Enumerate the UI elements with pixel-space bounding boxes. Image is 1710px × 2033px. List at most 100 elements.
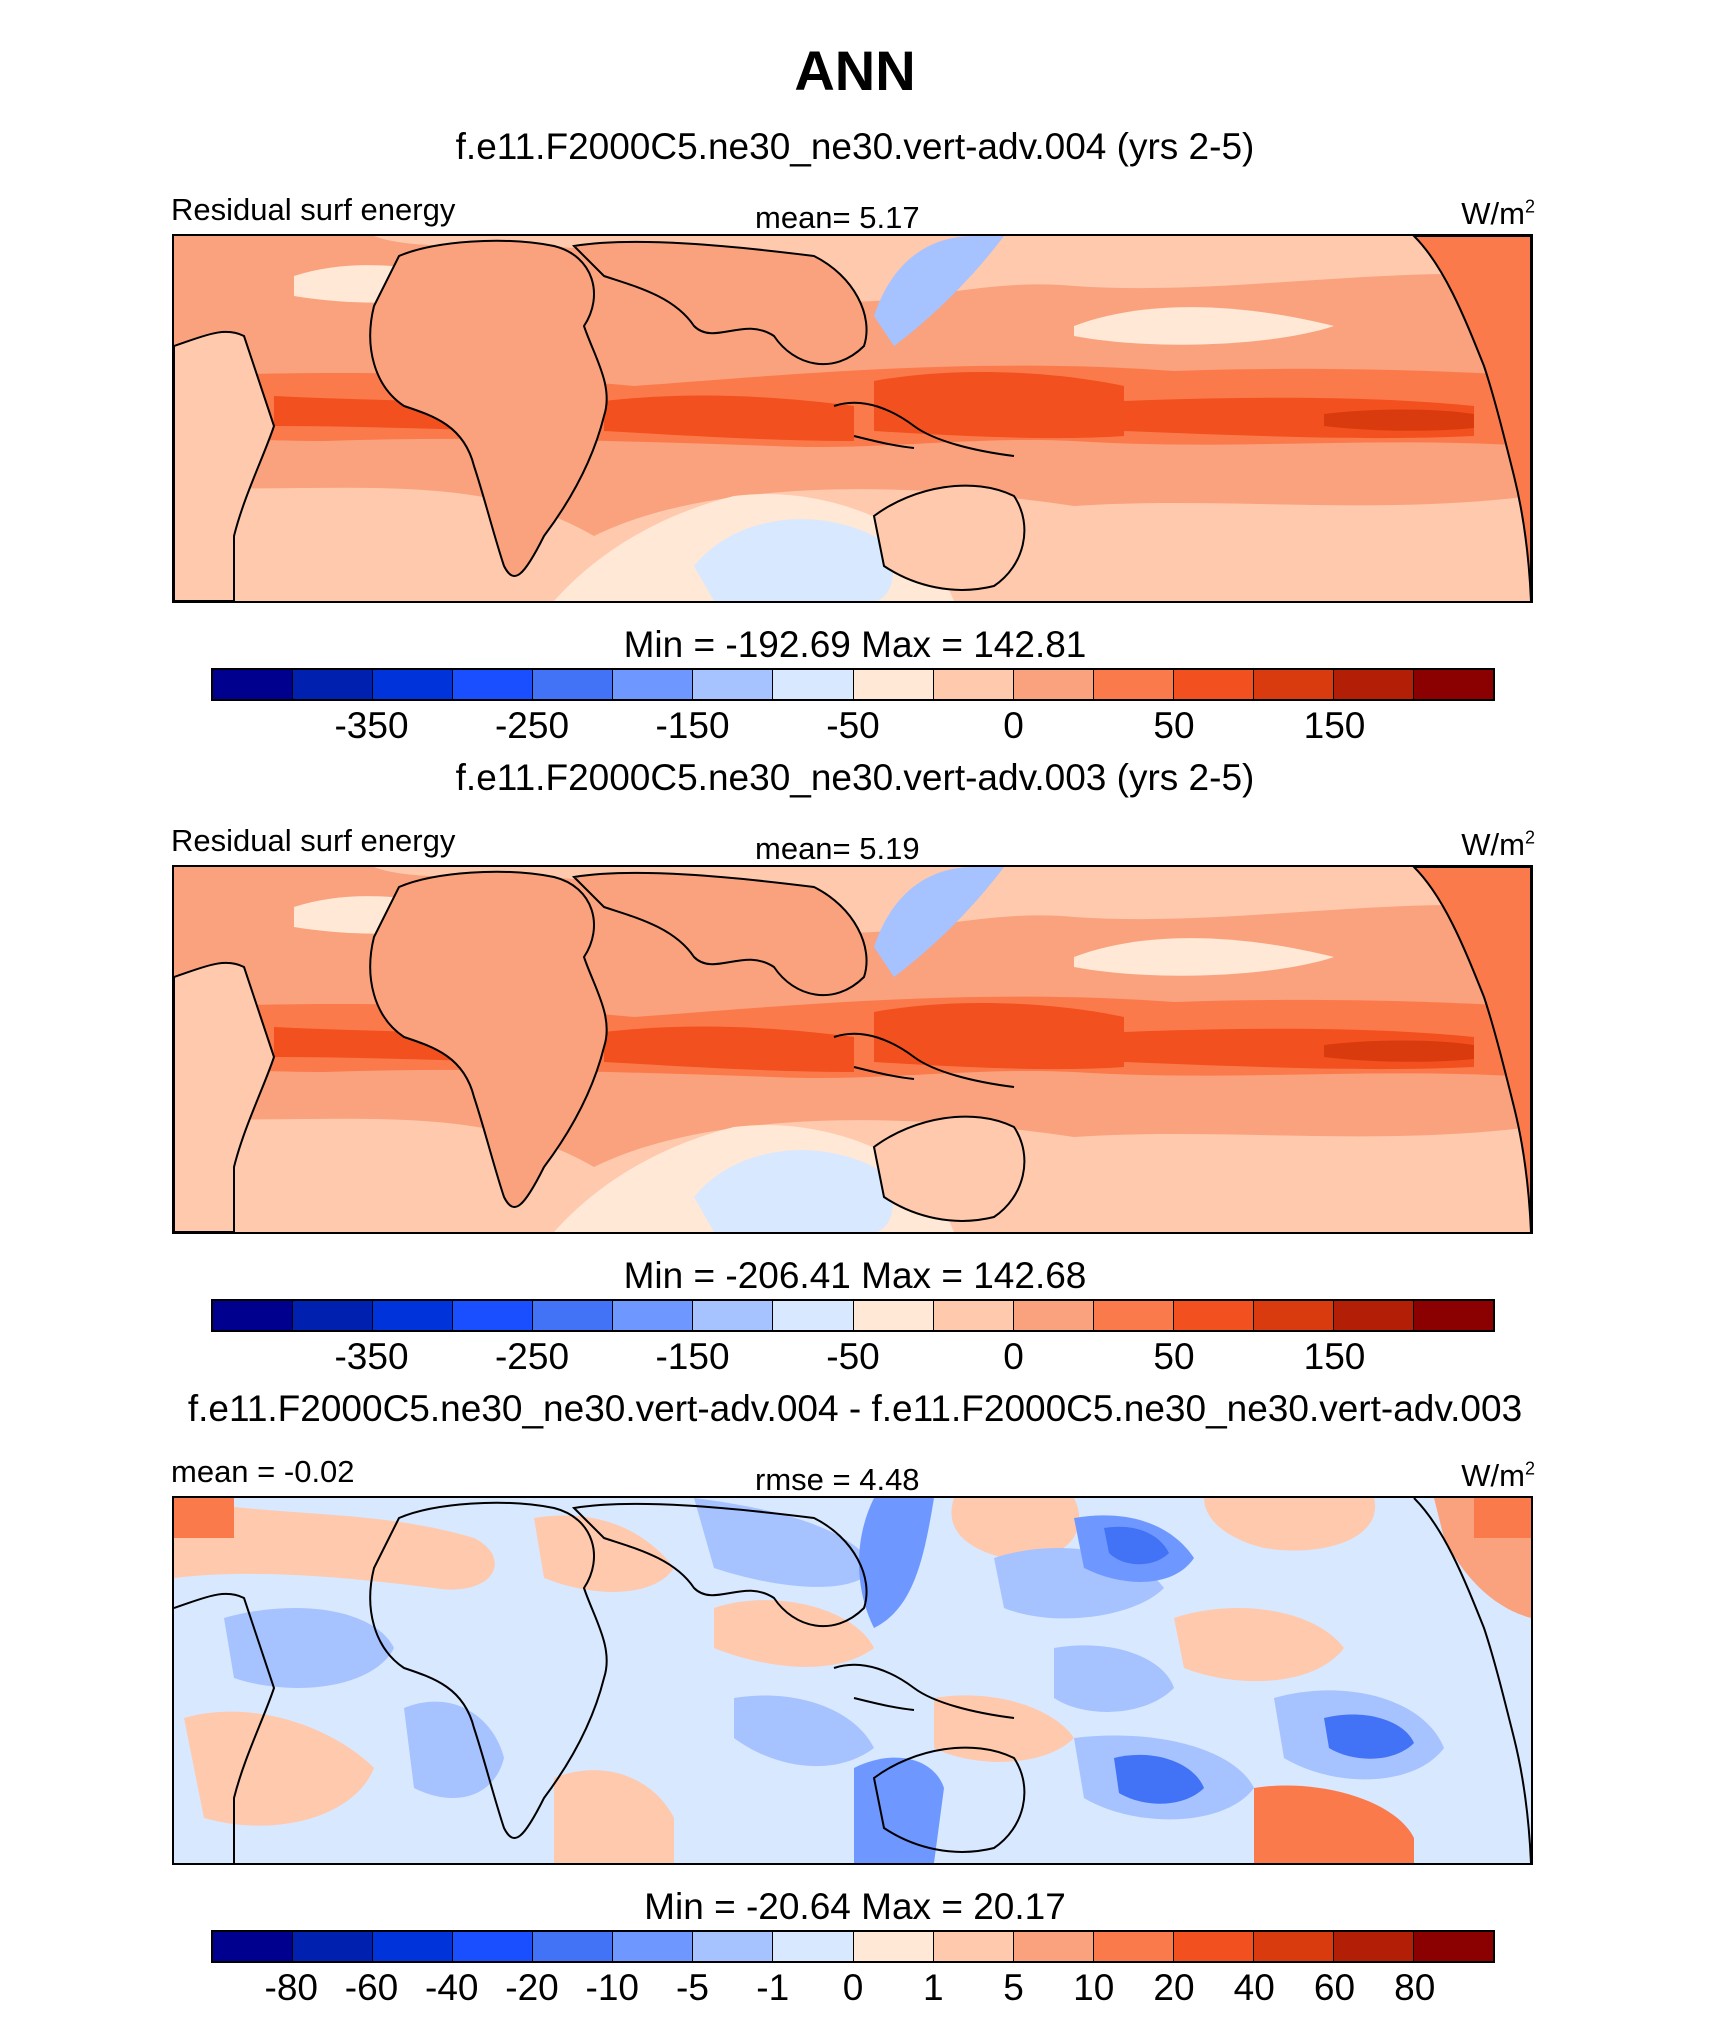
colorbar-tick-label: 0 [1003, 705, 1024, 746]
colorbar-box [373, 1301, 454, 1330]
colorbar-box [1173, 1932, 1254, 1961]
colorbar-box [1093, 1301, 1174, 1330]
colorbar-box [773, 1932, 854, 1961]
colorbar-box [1413, 1301, 1493, 1330]
panel-1-map [172, 234, 1533, 603]
colorbar-box [613, 1932, 694, 1961]
panel-1-colorbar [211, 668, 1495, 701]
colorbar-box [213, 1932, 294, 1961]
colorbar-box [533, 1932, 614, 1961]
colorbar-box [693, 670, 774, 699]
colorbar-box [1173, 1301, 1254, 1330]
colorbar-tick-label: 150 [1303, 1336, 1366, 1377]
colorbar-tick-label: -150 [655, 705, 730, 746]
colorbar-tick-label: -60 [344, 1967, 399, 2008]
colorbar-tick-label: -10 [585, 1967, 639, 2008]
panel-3-mean: mean = -0.02 [171, 1454, 355, 1489]
colorbar-box [1333, 1301, 1414, 1330]
colorbar-tick-label: 0 [842, 1967, 864, 2008]
panel-3-colorbar-ticks: -80 -60 -40 -20 -10 -5 -1 0 1 5 10 20 40 60 80 [211, 1967, 1495, 2011]
colorbar-tick-label: -250 [494, 705, 570, 746]
colorbar-tick-label: -1 [756, 1967, 790, 2008]
colorbar-box [773, 670, 854, 699]
colorbar-tick-label: 5 [1003, 1967, 1024, 2008]
colorbar-box [293, 670, 374, 699]
colorbar-box [1173, 670, 1254, 699]
colorbar-tick-label: 50 [1153, 1336, 1195, 1377]
colorbar-box [533, 670, 614, 699]
colorbar-box [853, 670, 934, 699]
colorbar-box [1413, 670, 1493, 699]
colorbar-box [293, 1301, 374, 1330]
colorbar-box [213, 1301, 294, 1330]
panel-3-contour-field [174, 1498, 1531, 1863]
colorbar-box [453, 1301, 534, 1330]
colorbar-box [373, 1932, 454, 1961]
panel-2-minmax: Min = -206.41 Max = 142.68 [623, 1255, 1087, 1296]
panel-2-units: W/m2 [1461, 827, 1535, 862]
colorbar-box [693, 1301, 774, 1330]
colorbar-box [693, 1932, 774, 1961]
colorbar-box [933, 1932, 1014, 1961]
colorbar-box [1253, 670, 1334, 699]
colorbar-box [853, 1932, 934, 1961]
panel-3-map [172, 1496, 1533, 1865]
colorbar-box [293, 1932, 374, 1961]
colorbar-tick-label: -350 [334, 705, 409, 746]
colorbar-tick-label: -150 [655, 1336, 730, 1377]
panel-3-rmse: rmse = 4.48 [755, 1462, 920, 1497]
panel-1-contour-field [174, 236, 1531, 601]
colorbar-box [453, 670, 534, 699]
colorbar-tick-label: -50 [826, 1336, 880, 1377]
panel-2-title: f.e11.F2000C5.ne30_ne30.vert-adv.003 (yr… [455, 757, 1255, 798]
colorbar-box [773, 1301, 854, 1330]
colorbar-box [373, 670, 454, 699]
colorbar-box [1093, 670, 1174, 699]
colorbar-tick-label: 150 [1303, 705, 1366, 746]
panel-1-colorbar-ticks: -350 -250 -150 -50 0 50 150 [211, 705, 1495, 749]
figure-title: ANN [794, 39, 916, 102]
colorbar-tick-label: -50 [826, 705, 880, 746]
panel-2-map [172, 865, 1533, 1234]
colorbar-box [453, 1932, 534, 1961]
colorbar-box [533, 1301, 614, 1330]
colorbar-tick-label: 20 [1153, 1967, 1195, 2008]
colorbar-box [1253, 1932, 1334, 1961]
colorbar-tick-label: -350 [334, 1336, 409, 1377]
panel-1-title: f.e11.F2000C5.ne30_ne30.vert-adv.004 (yr… [455, 126, 1255, 167]
colorbar-box [1013, 1932, 1094, 1961]
panel-1-units: W/m2 [1461, 196, 1535, 231]
colorbar-tick-label: 80 [1394, 1967, 1436, 2008]
colorbar-box [853, 1301, 934, 1330]
colorbar-tick-label: -20 [505, 1967, 559, 2008]
colorbar-box [1253, 1301, 1334, 1330]
colorbar-box [613, 1301, 694, 1330]
panel-1-minmax: Min = -192.69 Max = 142.81 [623, 624, 1087, 665]
colorbar-tick-label: 50 [1153, 705, 1195, 746]
colorbar-tick-label: 40 [1233, 1967, 1275, 2008]
panel-3-colorbar [211, 1930, 1495, 1963]
panel-2-mean: mean= 5.19 [755, 831, 920, 866]
panel-3-units: W/m2 [1461, 1458, 1535, 1493]
panel-3-minmax: Min = -20.64 Max = 20.17 [644, 1886, 1066, 1927]
colorbar-tick-label: -250 [494, 1336, 570, 1377]
panel-3-title: f.e11.F2000C5.ne30_ne30.vert-adv.004 - f… [187, 1388, 1523, 1429]
panel-1-mean: mean= 5.17 [755, 200, 920, 235]
colorbar-box [933, 670, 1014, 699]
panel-2-colorbar-ticks: -350 -250 -150 -50 0 50 150 [211, 1336, 1495, 1380]
colorbar-box [1413, 1932, 1493, 1961]
panel-1-variable-label: Residual surf energy [171, 192, 456, 227]
colorbar-tick-label: 1 [922, 1967, 944, 2008]
colorbar-box [1013, 670, 1094, 699]
panel-2-contour-field [174, 867, 1531, 1232]
colorbar-tick-label: -40 [425, 1967, 479, 2008]
colorbar-box [1333, 1932, 1414, 1961]
colorbar-tick-label: -80 [264, 1967, 318, 2008]
colorbar-box [613, 670, 694, 699]
colorbar-tick-label: 60 [1313, 1967, 1356, 2008]
colorbar-tick-label: 0 [1003, 1336, 1024, 1377]
colorbar-box [933, 1301, 1014, 1330]
colorbar-box [1333, 670, 1414, 699]
colorbar-tick-label: -5 [676, 1967, 709, 2008]
panel-2-variable-label: Residual surf energy [171, 823, 456, 858]
